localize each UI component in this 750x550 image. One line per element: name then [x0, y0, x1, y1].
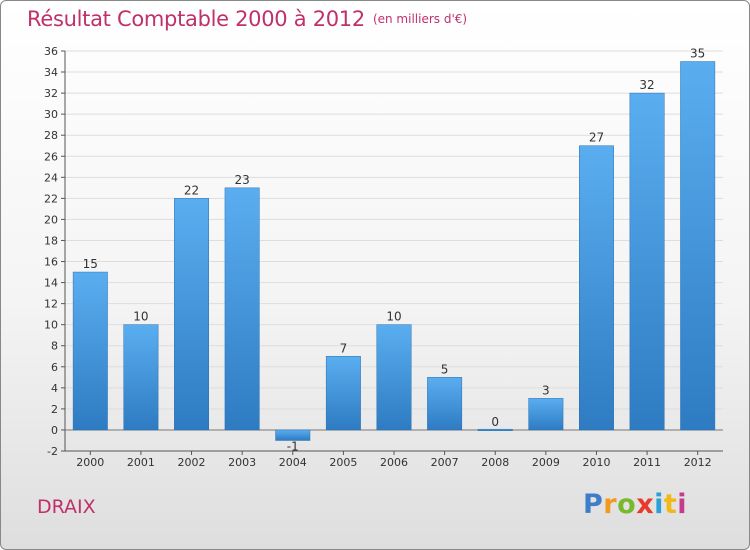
- y-tick-label: -2: [47, 445, 58, 458]
- x-tick-label: 2009: [532, 456, 560, 469]
- x-tick-label: 2007: [431, 456, 459, 469]
- bar-2000: [72, 271, 108, 431]
- chart-title: Résultat Comptable 2000 à 2012: [27, 7, 365, 31]
- y-tick-label: 24: [44, 171, 58, 184]
- y-tick-label: 22: [44, 192, 58, 205]
- y-tick-label: 8: [51, 340, 58, 353]
- logo-letter: o: [617, 489, 637, 520]
- y-tick-label: 16: [44, 256, 58, 269]
- y-tick-label: 32: [44, 87, 58, 100]
- x-tick-label: 2000: [76, 456, 104, 469]
- bar-2009: [528, 398, 564, 431]
- data-label: 15: [83, 257, 98, 271]
- data-label: 5: [441, 362, 449, 376]
- bar-2011: [629, 92, 665, 431]
- y-tick-label: 14: [44, 277, 58, 290]
- data-label: -1: [287, 439, 299, 453]
- x-tick-label: 2004: [279, 456, 307, 469]
- logo-letter: r: [603, 489, 618, 520]
- x-tick-label: 2010: [582, 456, 610, 469]
- x-tick-label: 2008: [481, 456, 509, 469]
- y-tick-label: 20: [44, 213, 58, 226]
- data-label: 23: [235, 173, 250, 187]
- x-tick-label: 2006: [380, 456, 408, 469]
- logo-letter: i: [677, 489, 688, 520]
- data-label: 10: [133, 310, 148, 324]
- y-tick-label: 30: [44, 108, 58, 121]
- bar-2004: [275, 429, 311, 441]
- x-tick-label: 2005: [329, 456, 357, 469]
- bar-2007: [427, 377, 463, 431]
- y-tick-label: 6: [51, 361, 58, 374]
- bar-2003: [224, 187, 260, 431]
- data-label: 32: [639, 78, 654, 92]
- y-tick-label: 28: [44, 129, 58, 142]
- y-tick-label: 10: [44, 319, 58, 332]
- title-row: Résultat Comptable 2000 à 2012 (en millie…: [27, 7, 467, 31]
- bar-2010: [579, 145, 614, 431]
- logo-letter: P: [583, 489, 604, 520]
- data-label: 7: [340, 341, 348, 355]
- data-label: 27: [589, 131, 604, 145]
- bar-2008: [477, 428, 513, 431]
- chart-subtitle: (en milliers d'€): [372, 12, 468, 26]
- proxiti-logo: Proxiti: [583, 489, 687, 520]
- logo-letter: x: [636, 489, 655, 520]
- data-label: 22: [184, 183, 199, 197]
- data-label: 10: [386, 310, 401, 324]
- bar-2006: [376, 324, 412, 431]
- data-label: 35: [690, 47, 705, 61]
- y-tick-label: 18: [44, 234, 58, 247]
- commune-name: DRAIX: [37, 496, 96, 518]
- y-tick-label: 12: [44, 298, 58, 311]
- x-tick-label: 2012: [684, 456, 712, 469]
- x-tick-label: 2001: [127, 456, 155, 469]
- bar-2002: [174, 198, 209, 431]
- bar-2001: [123, 324, 159, 431]
- logo-letter: i: [654, 489, 664, 520]
- y-tick-label: 34: [44, 66, 58, 79]
- bar-2012: [680, 61, 716, 431]
- y-tick-label: 4: [51, 382, 58, 395]
- logo-letter: t: [663, 489, 678, 520]
- data-label: 3: [542, 383, 550, 397]
- y-tick-label: 36: [44, 45, 58, 58]
- x-tick-label: 2002: [178, 456, 206, 469]
- y-tick-label: 26: [44, 150, 58, 163]
- x-tick-label: 2003: [228, 456, 256, 469]
- y-tick-label: 0: [51, 424, 58, 437]
- bars: [72, 61, 716, 441]
- y-tick-label: 2: [51, 403, 58, 416]
- bar-2005: [325, 356, 361, 431]
- data-label: 0: [491, 415, 499, 429]
- data-labels: 15 10 22 23 -1 7 10 5 0 3 27 32 35: [83, 47, 706, 454]
- x-tick-label: 2011: [633, 456, 661, 469]
